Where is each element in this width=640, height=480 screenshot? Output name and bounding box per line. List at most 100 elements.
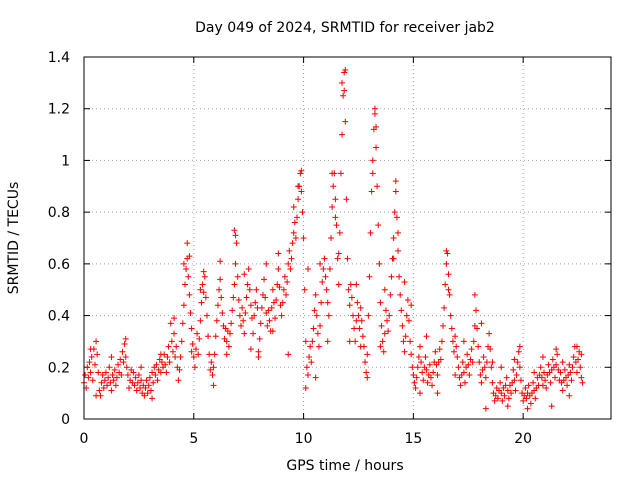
data-point [368,188,375,195]
data-point [465,361,472,368]
data-point [457,382,464,389]
data-point [246,286,253,293]
data-point [322,273,329,280]
data-point [132,374,139,381]
y-tick-label: 1.2 [48,102,70,118]
data-point [130,369,137,376]
data-point [266,317,273,324]
data-point [559,387,566,394]
data-point [88,353,95,360]
data-point [548,403,555,410]
data-point [232,260,239,267]
data-point [203,312,210,319]
data-point [398,307,405,314]
data-point [333,222,340,229]
data-point [234,273,241,280]
data-point [491,397,498,404]
data-point [168,338,175,345]
data-point [409,364,416,371]
data-point [351,325,358,332]
data-point [105,374,112,381]
data-point [434,372,441,379]
data-point [286,247,293,254]
data-point [302,338,309,345]
data-point [95,369,102,376]
data-point [554,351,561,358]
data-point [242,309,249,316]
data-point [365,312,372,319]
data-point [285,351,292,358]
data-point [426,361,433,368]
data-point [180,260,187,267]
data-point [397,291,404,298]
data-point [547,379,554,386]
data-point [134,379,141,386]
data-point [131,382,138,389]
data-point [253,286,260,293]
axis-ticks: 0 0.2 0.4 0.6 0.8 1 1.2 1.4 0 5 10 15 20 [48,50,611,447]
data-point [508,390,515,397]
data-point [481,364,488,371]
data-point [429,382,436,389]
x-tick-label: 5 [189,431,198,447]
data-point [189,341,196,348]
data-point [257,320,264,327]
data-point [102,369,109,376]
data-point [470,338,477,345]
data-point [382,307,389,314]
data-point [328,235,335,241]
data-point [173,343,180,350]
data-point [577,364,584,371]
y-tick-label: 0.6 [48,257,70,273]
data-point [268,304,275,311]
data-point [293,214,300,221]
data-point [182,281,189,288]
data-point [553,346,560,353]
data-point [482,405,489,412]
data-point [391,209,398,216]
data-point [223,338,230,345]
data-point [164,353,171,360]
data-point [392,188,399,195]
data-point [227,330,234,337]
data-point [239,304,246,311]
data-point [379,338,386,345]
data-point [430,369,437,376]
data-point [334,255,341,262]
data-point [284,278,291,285]
data-point [166,359,173,366]
data-point [498,390,505,397]
data-point [567,369,574,376]
data-point [403,312,410,319]
data-point [115,361,122,368]
data-point [307,343,314,350]
data-point [188,348,195,355]
data-point [432,348,439,355]
data-point [438,338,445,345]
data-point [346,302,353,309]
data-point [241,330,248,337]
data-point [332,196,339,203]
data-point [292,235,299,241]
data-point [569,364,576,371]
data-point [339,131,346,138]
data-point [201,273,208,280]
data-point [497,379,504,386]
data-point [413,374,420,381]
data-point [142,384,149,391]
data-point [459,359,466,366]
data-point [99,372,106,379]
data-point [261,276,268,283]
data-point [308,359,315,366]
data-point [450,348,457,355]
data-point [143,377,150,384]
data-point [262,294,269,301]
data-point [329,170,336,177]
data-point [364,374,371,381]
data-point [314,330,321,337]
data-point [247,302,254,309]
data-point [235,297,242,304]
data-point [312,291,319,298]
data-point [243,294,250,301]
y-tick-label: 0.4 [48,309,70,325]
